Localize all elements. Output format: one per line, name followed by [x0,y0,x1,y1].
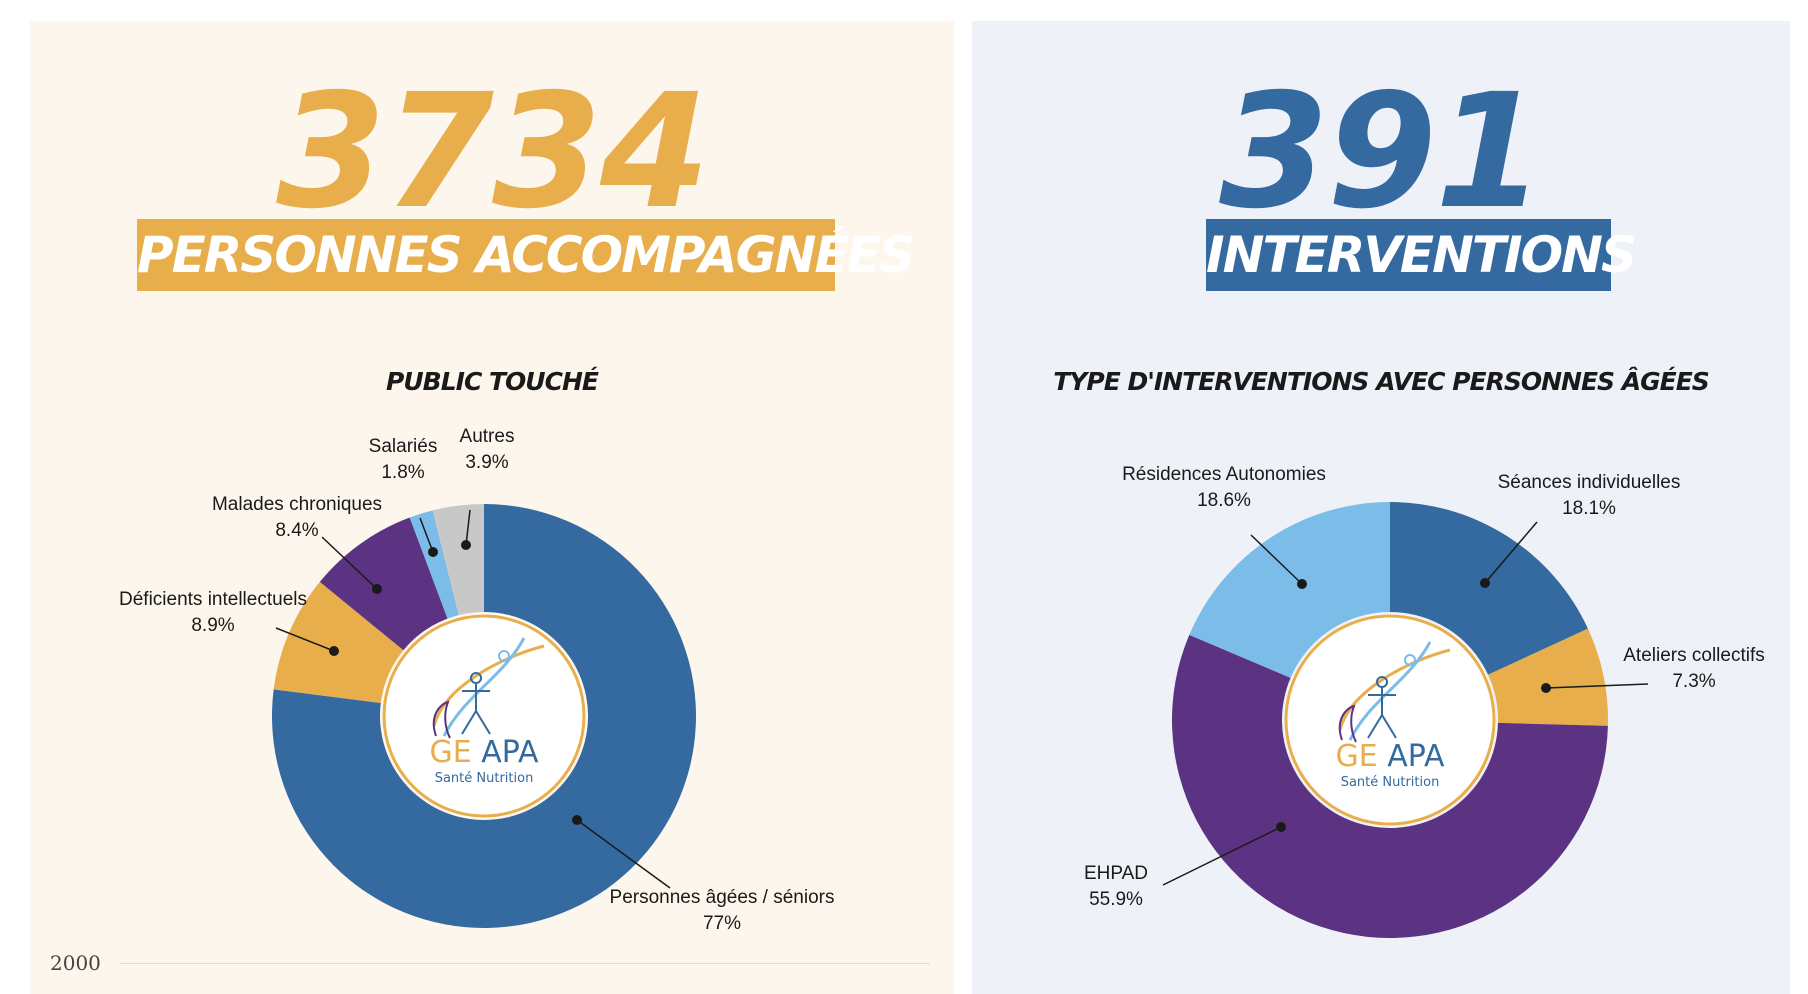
value-label: 8.4% [275,520,318,541]
logo-tagline: Santé Nutrition [1341,775,1440,790]
logo-swoosh [1338,648,1451,731]
label-seances-individuelles: Séances individuelles 18.1% [1480,472,1680,588]
leader-dot [1480,578,1490,588]
value-label: 18.1% [1562,498,1616,519]
logo-name-apa: APA [481,735,539,770]
category-label: Ateliers collectifs [1623,645,1765,666]
category-label: Salariés [369,436,438,457]
leader-line [576,819,671,889]
logo-figure-body [1367,688,1397,739]
logo-tagline: Santé Nutrition [435,771,534,786]
category-label: Autres [460,426,515,447]
slice-ateliers-collectifs [1488,628,1608,726]
label-autres: Autres 3.9% [460,426,515,550]
slice-residences-autonomies [1189,502,1390,678]
logo-ring [1284,614,1496,826]
slice-salaries [409,510,459,619]
slice-ehpad [1171,634,1608,939]
logo-swoosh [432,644,545,727]
logo-name-ge: GE [1336,739,1388,774]
label-malades-chroniques: Malades chroniques 8.4% [212,494,382,594]
logo-figure-left [432,700,451,739]
value-label: 8.9% [191,615,234,636]
leader-line [1484,521,1538,584]
people-count: 3734 [276,60,710,244]
category-label: EHPAD [1084,863,1148,884]
leader-dot [372,584,382,594]
leader-line [275,627,335,652]
slice-autres [432,504,484,616]
logo-figure-head-2 [1404,654,1416,666]
people-banner: PERSONNES ACCOMPAGNÉES [137,219,915,291]
value-label: 1.8% [381,462,424,483]
logo-ring [382,614,586,818]
logo-circle [382,614,586,818]
logo-figure-left [1338,704,1357,743]
value-label: 77% [703,913,741,934]
logo-name: GE APA [1336,739,1445,774]
category-label: Séances individuelles [1498,472,1681,493]
leader-line [1545,683,1649,689]
logo-name-apa: APA [1387,739,1445,774]
category-label: Malades chroniques [212,494,382,515]
logo-circle [1284,614,1496,826]
logo-name: GE APA [430,735,539,770]
logo-helix [1348,641,1432,741]
category-label: Déficients intellectuels [119,589,307,610]
leader-dot [572,815,582,825]
slice-personnes-agees-seniors [272,504,697,928]
category-label: Résidences Autonomies [1122,464,1326,485]
leader-line [1162,826,1282,886]
leader-dot [1541,683,1551,693]
label-ehpad: EHPAD 55.9% [1084,822,1286,910]
chart-title-interventions: TYPE D'INTERVENTIONS AVEC PERSONNES ÂGÉE… [1053,367,1710,396]
logo-figure-head [1376,676,1388,688]
interventions-count: 391 [1219,60,1545,244]
leader-line [1250,534,1303,585]
slice-deficients-intellectuels [273,581,404,703]
leader-dot [1297,579,1307,589]
footer-divider [120,963,930,964]
value-label: 7.3% [1672,671,1715,692]
label-ateliers-collectifs: Ateliers collectifs 7.3% [1541,645,1765,693]
slice-seances-individuelles [1390,502,1588,675]
logo-figure-head-2 [498,650,510,662]
label-personnes-agees-seniors: Personnes âgées / séniors 77% [572,815,834,934]
label-residences-autonomies: Résidences Autonomies 18.6% [1122,464,1326,589]
leader-line [419,517,434,553]
label-deficients-intellectuels: Déficients intellectuels 8.9% [119,589,339,656]
leader-line [321,536,378,590]
footer-number: 2000 [50,951,101,975]
label-salaries: Salariés 1.8% [369,436,438,557]
value-label: 18.6% [1197,490,1251,511]
value-label: 55.9% [1089,889,1143,910]
logo-helix [442,637,526,737]
chart-title-public: PUBLIC TOUCHÉ [386,367,599,396]
value-label: 3.9% [465,452,508,473]
logo-figure-body [461,684,491,735]
slice-malades-chroniques [319,517,448,651]
leader-line [465,509,471,546]
leader-dot [461,540,471,550]
leader-dot [428,547,438,557]
leader-dot [1276,822,1286,832]
logo-figure-head [470,672,482,684]
leader-dot [329,646,339,656]
category-label: Personnes âgées / séniors [610,887,835,908]
interventions-banner: INTERVENTIONS [1206,219,1637,291]
logo-name-ge: GE [430,735,482,770]
